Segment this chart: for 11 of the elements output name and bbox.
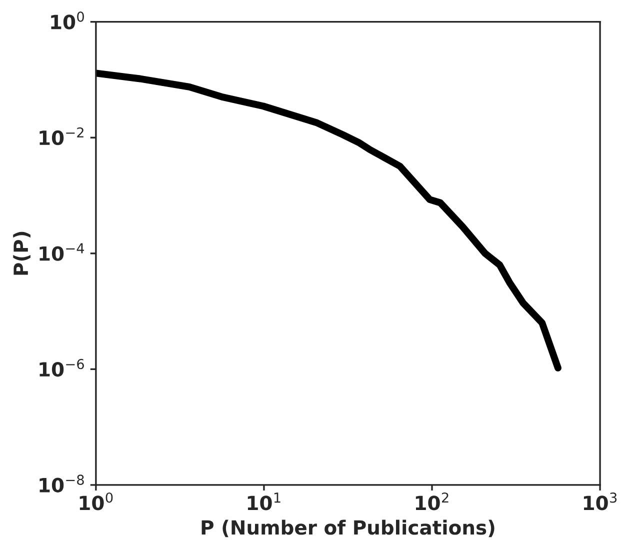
x-tick-label: 10$^{0}$ <box>80 492 113 510</box>
x-tick-label: 10$^{2}$ <box>416 492 448 510</box>
y-tick-label: 10$^{−4}$ <box>40 243 84 261</box>
y-tick-label: 10$^{0}$ <box>51 12 84 30</box>
x-tick-label: 10$^{3}$ <box>584 492 617 510</box>
y-tick-label: 10$^{−2}$ <box>40 127 84 146</box>
x-tick-label: 10$^{1}$ <box>248 492 280 510</box>
y-tick-label: 10$^{−6}$ <box>40 358 84 377</box>
x-axis-title: P (Number of Publications) <box>202 520 494 538</box>
y-axis-title: P(P) <box>13 232 30 275</box>
y-tick-label: 10$^{−8}$ <box>40 474 84 492</box>
